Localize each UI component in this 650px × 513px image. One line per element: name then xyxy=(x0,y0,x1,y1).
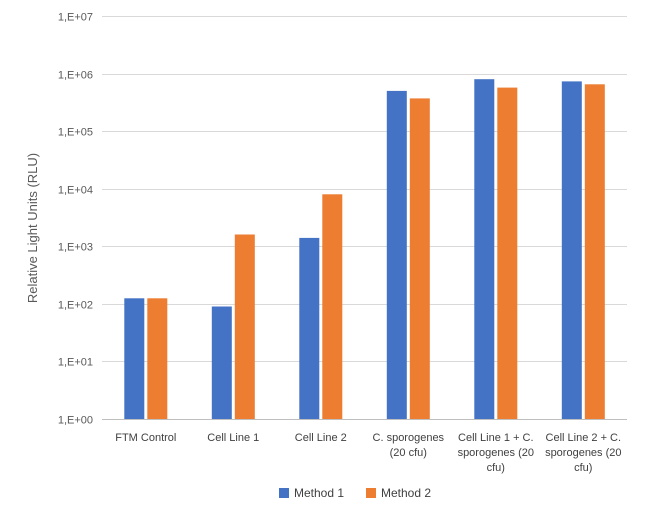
x-category-label-line: C. sporogenes xyxy=(373,432,445,444)
x-category-label-line: cfu) xyxy=(574,462,592,474)
y-tick-label: 1,E+00 xyxy=(58,415,93,427)
x-category-label-line: Cell Line 2 xyxy=(295,432,347,444)
legend: Method 1 Method 2 xyxy=(279,486,431,500)
bar-method-1 xyxy=(299,237,320,419)
x-category-label-line: (20 cfu) xyxy=(390,447,427,459)
bar-method-2 xyxy=(409,98,430,420)
y-tick-label: 1,E+02 xyxy=(58,300,93,312)
x-category-label: Cell Line 1 + C. sporogenes (20 cfu) xyxy=(458,432,534,474)
x-category-label: C. sporogenes (20 cfu) xyxy=(373,432,445,459)
bars xyxy=(124,79,605,420)
bar-method-1 xyxy=(561,81,582,420)
y-tick-label: 1,E+01 xyxy=(58,357,93,369)
x-category-label: Cell Line 1 xyxy=(207,432,259,444)
bar-method-1 xyxy=(474,79,495,419)
legend-swatch-method-2 xyxy=(366,488,376,498)
legend-label: Method 1 xyxy=(294,486,344,500)
y-axis-title: Relative Light Units (RLU) xyxy=(25,153,40,303)
x-category-label-line: sporogenes (20 xyxy=(458,447,534,459)
y-tick-label: 1,E+04 xyxy=(58,185,93,197)
x-category-label: Cell Line 2 xyxy=(295,432,347,444)
x-category-label: Cell Line 2 + C. sporogenes (20 cfu) xyxy=(545,432,621,474)
bar-method-2 xyxy=(147,298,168,419)
bar-method-1 xyxy=(386,90,407,420)
y-tick-label: 1,E+05 xyxy=(58,127,93,139)
bar-method-1 xyxy=(211,306,232,419)
x-category-label-line: Cell Line 1 xyxy=(207,432,259,444)
y-tick-label: 1,E+03 xyxy=(58,242,93,254)
y-tick-label: 1,E+07 xyxy=(58,12,93,24)
bar-method-2 xyxy=(322,194,343,419)
x-category-label-line: Cell Line 1 + C. xyxy=(458,432,534,444)
bar-method-1 xyxy=(124,298,145,419)
x-category-label-line: FTM Control xyxy=(115,432,176,444)
bar-method-2 xyxy=(234,234,255,419)
y-axis-tick-labels: 1,E+00 1,E+01 1,E+02 1,E+03 1,E+04 1,E+05 1,E+… xyxy=(58,12,93,427)
bar-method-2 xyxy=(497,87,518,419)
x-category-label-line: cfu) xyxy=(487,462,505,474)
gridlines xyxy=(102,16,627,420)
bar-method-2 xyxy=(584,84,605,420)
x-category-label-line: sporogenes (20 xyxy=(545,447,621,459)
x-axis-category-labels: FTM Control Cell Line 1 Cell Line 2 C. spor… xyxy=(115,432,621,474)
x-category-label-line: Cell Line 2 + C. xyxy=(546,432,622,444)
x-category-label: FTM Control xyxy=(115,432,176,444)
legend-swatch-method-1 xyxy=(279,488,289,498)
y-tick-label: 1,E+06 xyxy=(58,70,93,82)
legend-label: Method 2 xyxy=(381,486,431,500)
